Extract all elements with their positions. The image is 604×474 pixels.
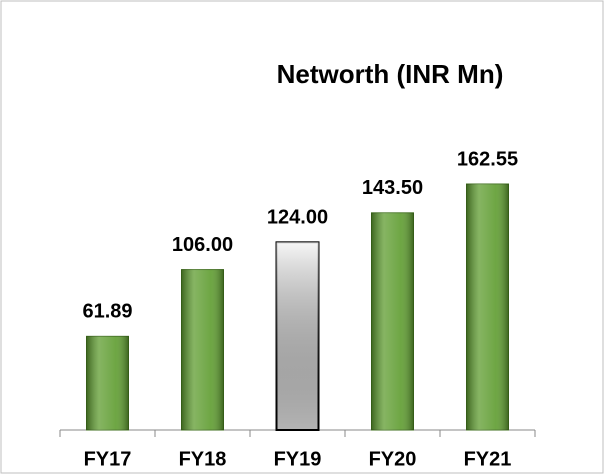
value-label: 124.00 <box>267 207 328 229</box>
bar <box>466 183 509 431</box>
value-label: 162.55 <box>457 148 518 170</box>
value-label: 61.89 <box>82 301 132 323</box>
chart-title: Networth (INR Mn) <box>277 59 504 89</box>
bar <box>86 335 129 431</box>
x-tick-label: FY20 <box>369 448 417 470</box>
x-tick-label: FY19 <box>274 448 322 470</box>
value-label: 106.00 <box>172 234 233 256</box>
bar <box>181 269 224 431</box>
x-tick-label: FY21 <box>464 448 512 470</box>
x-tick-label: FY18 <box>179 448 227 470</box>
x-tick-label: FY17 <box>84 448 132 470</box>
bar <box>371 212 414 431</box>
value-label: 143.50 <box>362 177 423 199</box>
bar <box>275 241 320 431</box>
